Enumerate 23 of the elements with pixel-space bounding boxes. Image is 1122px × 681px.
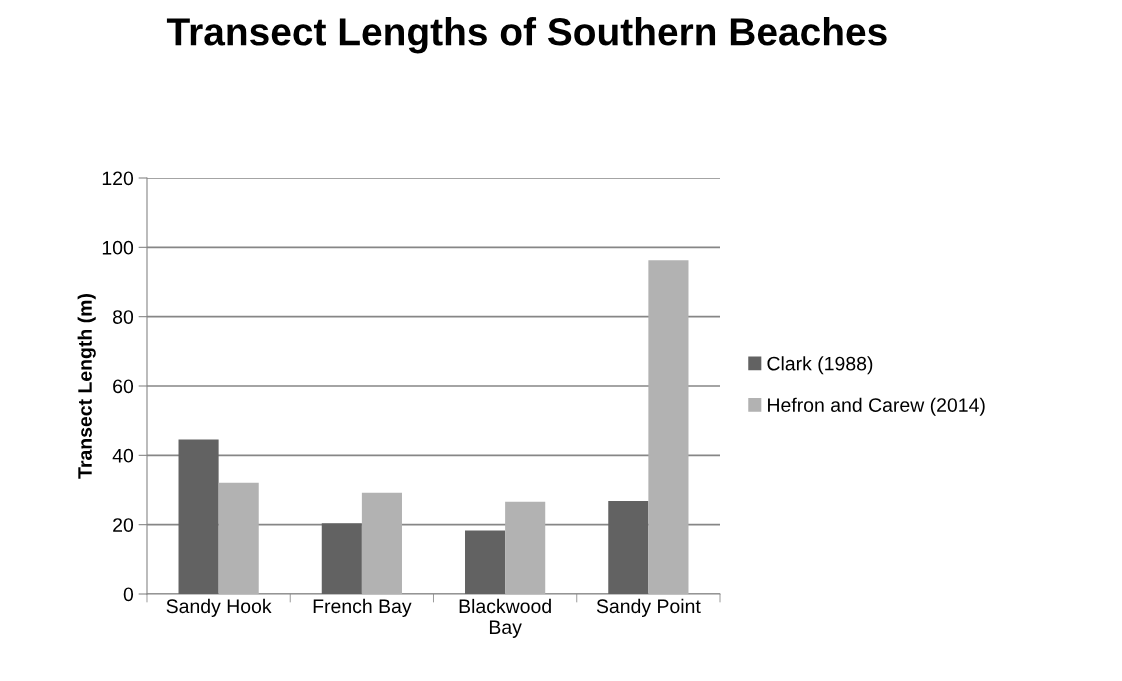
x-tick-label: French Bay bbox=[313, 598, 412, 617]
bar bbox=[321, 523, 362, 594]
bar bbox=[608, 501, 649, 594]
bar bbox=[178, 439, 219, 594]
x-tick-label: Sandy Point bbox=[596, 598, 701, 617]
legend-label: Hefron and Carew (2014) bbox=[768, 397, 985, 416]
y-tick-label: 40 bbox=[112, 448, 134, 463]
y-tick-label: 0 bbox=[123, 587, 134, 602]
y-tick-label: 60 bbox=[113, 379, 134, 394]
legend-label: Clark (1988) bbox=[767, 356, 873, 375]
bar bbox=[361, 492, 402, 594]
y-tick-label: 20 bbox=[113, 518, 134, 532]
y-axis-title: Transect Length (m) bbox=[77, 294, 96, 479]
y-tick-label: 120 bbox=[102, 171, 134, 186]
bar bbox=[218, 482, 259, 594]
bar bbox=[648, 260, 689, 594]
chart-title: Transect Lengths of Southern Beaches bbox=[166, 17, 887, 54]
y-tick-label: 80 bbox=[113, 310, 134, 324]
y-tick-label: 100 bbox=[102, 240, 134, 255]
x-tick-label: Sandy Hook bbox=[166, 598, 272, 617]
x-tick-label: Blackwood Bay bbox=[459, 598, 551, 638]
bar bbox=[505, 501, 546, 594]
bar bbox=[465, 530, 506, 594]
